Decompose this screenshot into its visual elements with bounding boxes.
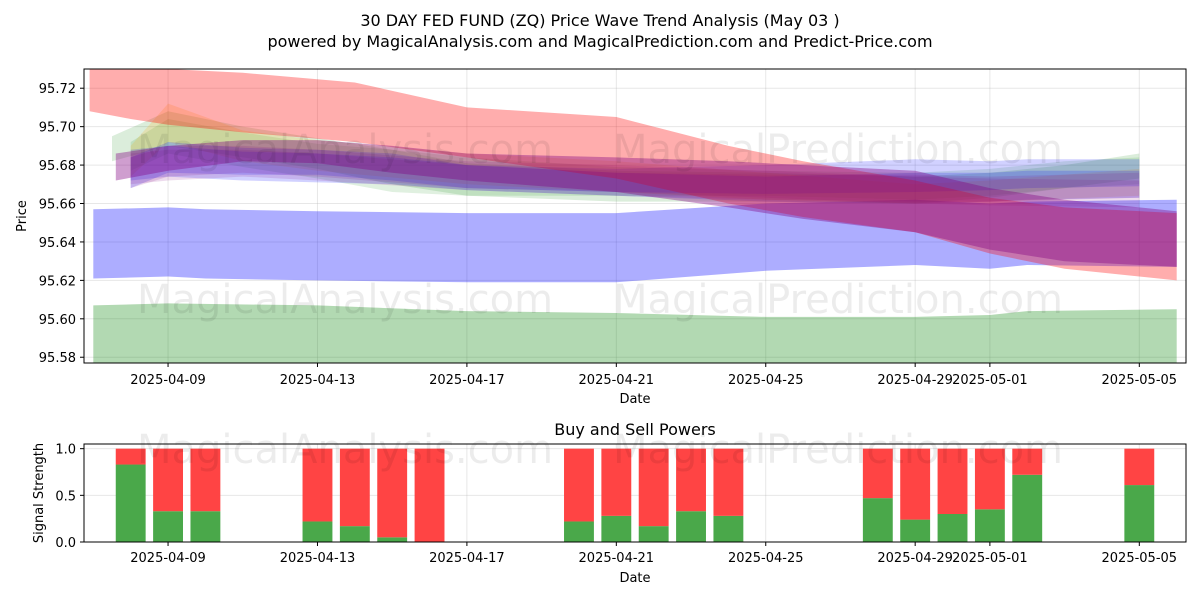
buy-bar [1012, 474, 1043, 542]
sell-bar [1124, 448, 1155, 486]
sell-bar [862, 448, 893, 499]
signal-y-ticks: 0.0 0.5 1.0 [55, 443, 84, 551]
buy-bar [862, 498, 893, 542]
price-band-blue-thin-2 [130, 145, 1140, 204]
sell-bar [564, 448, 594, 522]
sell-bar [414, 448, 445, 542]
price-panel-frame [83, 68, 1187, 364]
price-x-ticks: 2025-04-09 2025-04-13 2025-04-17 2025-04-21… [130, 363, 1177, 388]
sell-bar [377, 448, 408, 538]
price-panel-background [84, 69, 1186, 363]
signal-y-tick-label: 0.5 [55, 489, 76, 504]
price-x-axis-label: Date [619, 392, 650, 407]
sell-bar [676, 448, 706, 512]
signal-x-ticks: 2025-04-09 2025-04-13 2025-04-17 2025-04-21… [130, 542, 1177, 566]
price-x-tick-label: 2025-04-29 [877, 373, 953, 388]
buy-bar [190, 511, 221, 542]
sell-bar [974, 448, 1005, 510]
buy-bar [974, 509, 1005, 542]
price-y-tick-label: 95.58 [39, 351, 76, 366]
signal-x-tick-label: 2025-04-21 [579, 551, 655, 566]
buy-bar [153, 511, 183, 542]
watermark-top-right: MagicalPrediction.com [613, 127, 1063, 173]
sell-bar [190, 448, 221, 512]
price-band-blue-thin-1 [130, 142, 1140, 194]
signal-x-axis-label: Date [619, 571, 650, 586]
price-band-purple-thin-2 [130, 149, 1140, 202]
price-y-tick-label: 95.60 [39, 313, 76, 328]
sell-bar [713, 448, 744, 516]
buy-bar [564, 521, 594, 542]
buy-bar [638, 526, 669, 542]
signal-y-tick-label: 1.0 [55, 443, 76, 458]
buy-bar [937, 514, 968, 542]
signal-y-tick-label: 0.0 [55, 536, 76, 551]
signal-panel: Buy and Sell Powers MagicalAnalysis.com … [32, 420, 1187, 586]
signal-x-tick-label: 2025-04-25 [728, 551, 804, 566]
buy-bar [676, 511, 706, 542]
price-band-green-thin-2 [130, 119, 1140, 200]
buy-bar [302, 521, 333, 542]
watermark-bottom-left: MagicalAnalysis.com [137, 427, 553, 473]
chart-title-line2: powered by MagicalAnalysis.com and Magic… [267, 32, 932, 51]
signal-x-tick-label: 2025-04-29 [877, 551, 953, 566]
signal-bars [115, 448, 1155, 542]
price-x-tick-label: 2025-04-21 [579, 373, 655, 388]
sell-bar [339, 448, 370, 527]
price-y-tick-label: 95.72 [39, 82, 76, 97]
signal-panel-title: Buy and Sell Powers [554, 420, 716, 439]
buy-bar [601, 515, 632, 542]
buy-bar [115, 464, 146, 542]
buy-bar [1124, 485, 1155, 542]
signal-y-axis-label: Signal Strength [32, 443, 47, 543]
watermark-mid-right: MagicalPrediction.com [613, 277, 1063, 323]
sell-bar [1012, 448, 1043, 475]
price-y-axis-label: Price [15, 200, 30, 232]
sell-bar [601, 448, 632, 516]
signal-panel-frame [83, 443, 1187, 543]
price-x-tick-label: 2025-04-09 [130, 373, 206, 388]
price-x-tick-label: 2025-05-05 [1102, 373, 1178, 388]
price-x-tick-label: 2025-05-01 [952, 373, 1028, 388]
price-band-blue-wide [93, 199, 1177, 283]
price-y-ticks: 95.58 95.60 95.62 95.64 95.66 95.68 95.70 95.72 [39, 82, 84, 366]
signal-x-tick-label: 2025-04-09 [130, 551, 206, 566]
price-y-tick-label: 95.68 [39, 159, 76, 174]
watermark-bottom-right: MagicalPrediction.com [613, 427, 1063, 473]
signal-x-tick-label: 2025-04-13 [280, 551, 356, 566]
sell-bar [302, 448, 333, 522]
watermark-top-left: MagicalAnalysis.com [137, 127, 553, 173]
price-x-tick-label: 2025-04-17 [429, 373, 505, 388]
sell-bar [937, 448, 968, 514]
price-band-purple-wide [115, 140, 1177, 267]
price-panel: MagicalAnalysis.com MagicalPrediction.co… [15, 68, 1187, 407]
sell-bar [153, 448, 183, 512]
buy-bar [377, 537, 408, 542]
watermark-mid-left: MagicalAnalysis.com [137, 277, 553, 323]
price-band-red-wide [89, 69, 1177, 281]
price-x-tick-label: 2025-04-13 [280, 373, 356, 388]
price-grid [84, 69, 1186, 363]
signal-x-tick-label: 2025-05-05 [1102, 551, 1178, 566]
price-band-purple-thin-1 [130, 145, 1140, 208]
price-y-tick-label: 95.70 [39, 121, 76, 136]
chart-title-line1: 30 DAY FED FUND (ZQ) Price Wave Trend An… [360, 11, 839, 30]
buy-bar [900, 519, 931, 542]
price-y-tick-label: 95.64 [39, 236, 76, 251]
price-band-green-thin-1 [112, 111, 1140, 204]
price-band-green-low [93, 303, 1177, 363]
signal-x-tick-label: 2025-04-17 [429, 551, 505, 566]
sell-bar [638, 448, 669, 527]
price-bands [89, 69, 1177, 363]
price-y-tick-label: 95.62 [39, 274, 76, 289]
sell-bar [115, 448, 146, 465]
price-band-orange-thin [130, 103, 1140, 204]
buy-bar [713, 515, 744, 542]
buy-bar [339, 526, 370, 542]
price-y-tick-label: 95.66 [39, 198, 76, 213]
sell-bar [900, 448, 931, 520]
price-x-tick-label: 2025-04-25 [728, 373, 804, 388]
signal-x-tick-label: 2025-05-01 [952, 551, 1028, 566]
